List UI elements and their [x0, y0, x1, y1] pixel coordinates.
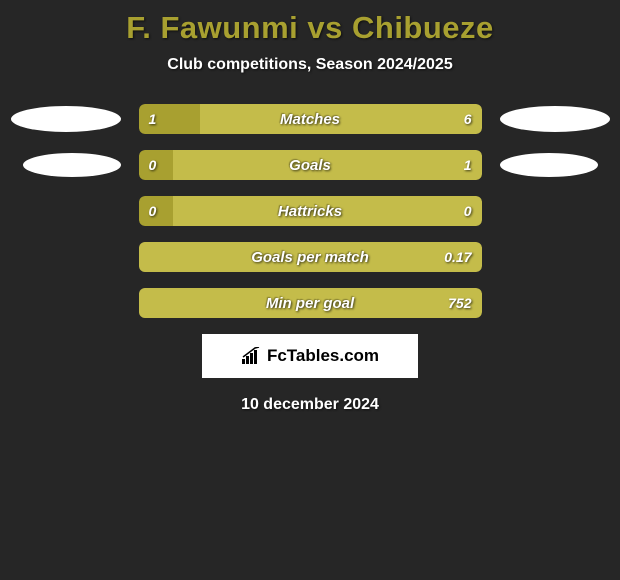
stat-bar: Matches1 6 — [139, 104, 482, 134]
comparison-title: F. Fawunmi vs Chibueze — [0, 0, 620, 46]
stat-value-right: 752 — [448, 288, 471, 318]
stat-value-left: 0 — [149, 150, 157, 180]
stat-value-left: 0 — [149, 196, 157, 226]
stat-bar: Hattricks0 0 — [139, 196, 482, 226]
player-right-avatar — [500, 106, 610, 132]
player-right-avatar — [500, 153, 598, 177]
stat-value-right: 0 — [464, 196, 472, 226]
stat-rows: Matches16Goals01Hattricks00Goals per mat… — [0, 104, 620, 318]
brand-box: FcTables.com — [202, 334, 418, 378]
player-left-avatar — [11, 106, 121, 132]
stat-bar: Goals per match0.17 — [139, 242, 482, 272]
player-left-avatar — [23, 153, 121, 177]
brand-label: FcTables.com — [267, 346, 379, 366]
stat-bar: Min per goal752 — [139, 288, 482, 318]
stat-value-right: 0.17 — [444, 242, 471, 272]
date-text: 10 december 2024 — [0, 396, 620, 414]
stat-label: Goals per match — [139, 242, 482, 272]
stat-row: Goals0 1 — [0, 150, 620, 180]
stat-row: Min per goal752 — [0, 288, 620, 318]
stat-label: Hattricks — [139, 196, 482, 226]
stat-label: Min per goal — [139, 288, 482, 318]
stat-value-right: 6 — [464, 104, 472, 134]
stat-label: Matches — [139, 104, 482, 134]
stat-row: Matches1 6 — [0, 104, 620, 134]
brand-text: FcTables.com — [241, 346, 379, 366]
stat-row: Hattricks0 0 — [0, 196, 620, 226]
chart-icon — [241, 347, 263, 365]
comparison-subtitle: Club competitions, Season 2024/2025 — [0, 56, 620, 74]
stat-bar: Goals0 1 — [139, 150, 482, 180]
stat-row: Goals per match0.17 — [0, 242, 620, 272]
stat-label: Goals — [139, 150, 482, 180]
stat-value-right: 1 — [464, 150, 472, 180]
stat-value-left: 1 — [149, 104, 157, 134]
